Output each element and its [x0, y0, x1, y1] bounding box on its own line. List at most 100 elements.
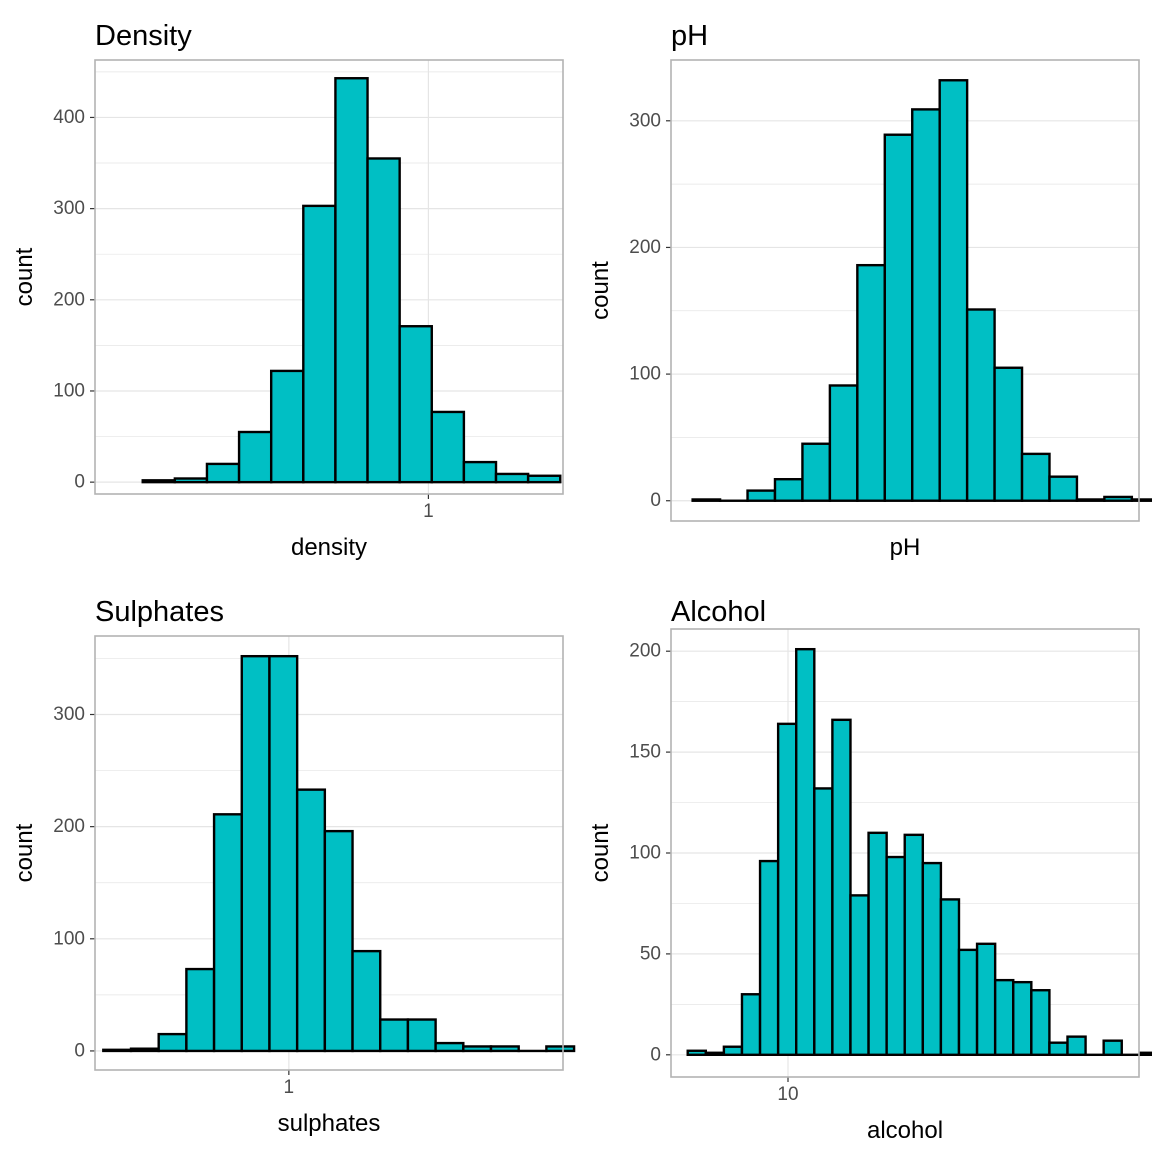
histogram-bar [965, 308, 996, 502]
chart-title: Sulphates [95, 596, 224, 628]
y-tick-label: 200 [53, 289, 85, 310]
histogram-bar [938, 79, 969, 502]
y-tick-label: 300 [53, 198, 85, 219]
x-axis-label: sulphates [278, 1110, 381, 1137]
histogram-bar [758, 859, 780, 1057]
panel-border [670, 59, 1140, 522]
chart-title: Alcohol [671, 596, 766, 628]
histogram-bar [993, 366, 1024, 502]
panel-border [94, 635, 564, 1071]
histogram-bar [526, 474, 562, 484]
y-tick-label: 0 [74, 1040, 85, 1061]
histogram-bar [302, 204, 337, 484]
y-tick-label: 200 [629, 641, 661, 662]
histogram-bar [1048, 475, 1079, 502]
chart-panel-1: 0 100 200 300 400 1 Density density count [11, 20, 564, 561]
histogram-bar [240, 654, 271, 1053]
histogram-bar [157, 1032, 188, 1053]
histogram-bar [795, 647, 816, 1057]
histogram-bar [1102, 1039, 1123, 1057]
y-tick-label: 50 [640, 943, 661, 964]
chart-title: Density [95, 20, 192, 52]
y-tick-label: 0 [650, 490, 661, 511]
histogram-bar [398, 325, 433, 484]
histogram-bar [939, 898, 961, 1057]
histogram-bar [295, 788, 327, 1053]
histogram-bar [885, 855, 906, 1057]
histogram-bar [102, 1048, 133, 1053]
y-axis-label: count [11, 247, 38, 306]
histogram-bar [1048, 1041, 1069, 1057]
y-tick-label: 200 [53, 816, 85, 837]
histogram-bar [237, 430, 273, 484]
histogram-bar [205, 462, 241, 484]
chart-panel-2: 0 100 200 300 pH pH count [587, 20, 1152, 561]
chart-title: pH [671, 20, 708, 52]
chart-panel-4: 0 50 100 150 200 10 Alcohol alcohol count [587, 596, 1152, 1144]
y-tick-label: 100 [53, 928, 85, 949]
histogram-bar [462, 460, 498, 484]
y-axis-label: count [11, 823, 38, 882]
y-tick-label: 0 [650, 1044, 661, 1065]
histogram-bar [129, 1047, 160, 1053]
histogram-bar [903, 833, 925, 1057]
histogram-bar [269, 369, 305, 484]
histogram-bar [1030, 989, 1051, 1057]
histogram-bar [379, 1018, 410, 1053]
histogram-bar [867, 831, 888, 1057]
y-axis-label: count [587, 261, 614, 320]
histogram-bar [351, 949, 382, 1053]
histogram-bar [686, 1049, 707, 1057]
y-tick-label: 400 [53, 107, 85, 128]
histogram-bar [740, 993, 762, 1057]
histogram-bar [1130, 498, 1152, 502]
histogram-bar [489, 1045, 520, 1053]
histogram-bar [212, 813, 243, 1053]
y-tick-label: 0 [74, 472, 85, 493]
histogram-bar [1012, 980, 1033, 1057]
histogram-bar [813, 787, 834, 1057]
y-tick-label: 300 [53, 704, 85, 725]
histogram-bar [921, 861, 943, 1057]
histogram-bar [828, 384, 859, 502]
histogram-bar [185, 967, 216, 1053]
y-tick-label: 150 [629, 742, 661, 763]
histogram-bar [704, 1051, 726, 1057]
histogram-bar [801, 442, 832, 502]
histogram-bar [746, 489, 777, 502]
panel-border [670, 628, 1140, 1078]
y-tick-label: 100 [53, 380, 85, 401]
histogram-bar [911, 108, 941, 502]
x-axis-label: pH [890, 534, 921, 561]
histogram-bar [773, 478, 804, 502]
histogram-bar [691, 498, 722, 502]
panel-border [94, 59, 564, 495]
chart-panel-3: 0 100 200 300 1 Sulphates sulphates count [11, 596, 576, 1137]
histogram-bar [323, 829, 354, 1053]
y-tick-label: 200 [629, 237, 661, 258]
histogram-bar [366, 157, 401, 484]
histogram-bar [722, 1045, 744, 1057]
y-axis-label: count [587, 823, 614, 882]
x-axis-label: alcohol [867, 1117, 943, 1144]
x-tick-label: 1 [423, 501, 434, 522]
histogram-bar [494, 472, 530, 484]
histogram-bar [173, 477, 209, 484]
histogram-bar [1066, 1035, 1087, 1057]
y-tick-label: 100 [629, 364, 661, 385]
x-tick-label: 1 [284, 1077, 295, 1098]
histogram-bar [1138, 1051, 1152, 1057]
histogram-bar [334, 77, 369, 484]
histogram-bar [141, 479, 177, 484]
histogram-bar [849, 894, 870, 1057]
histogram-bar [1020, 452, 1051, 502]
y-tick-label: 100 [629, 843, 661, 864]
histogram-bar [406, 1018, 437, 1053]
histogram-bar [776, 722, 798, 1057]
x-axis-label: density [291, 534, 367, 561]
histogram-bar [993, 978, 1015, 1057]
histogram-bar [434, 1041, 465, 1053]
histogram-bar [957, 948, 979, 1057]
histogram-bar [430, 410, 466, 484]
